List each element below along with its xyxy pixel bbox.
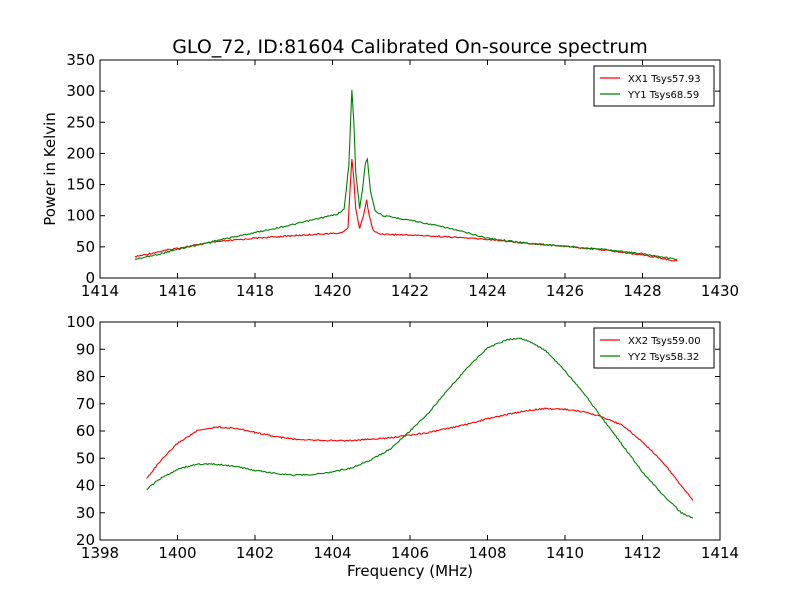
y-tick-label: 90 [76,340,95,358]
y-tick-label: 60 [76,422,95,440]
y-tick-label: 30 [76,504,95,522]
x-tick-label: 1416 [158,282,196,300]
x-tick-label: 1414 [81,282,119,300]
x-tick-label: 1430 [701,282,739,300]
legend-entry: XX1 Tsys57.93 [628,74,701,85]
x-tick-label: 1422 [391,282,429,300]
legend: XX2 Tsys59.00 YY2 Tsys58.32 [593,327,715,369]
y-tick-label: 300 [66,82,95,100]
x-tick-label: 1424 [468,282,506,300]
y-tick-label: 100 [66,313,95,331]
y-tick-label: 80 [76,368,95,386]
x-tick-label: 1426 [546,282,584,300]
legend-box [593,65,715,107]
bottom-spectrum-panel: 1398 1400 1402 1404 1406 1408 1410 1412 1414 20 30… [66,313,739,580]
x-tick-label: 1412 [623,544,661,562]
series-line-2 [146,337,694,519]
top-spectrum-panel: 1414 1416 1418 1420 1422 1424 1426 1428 1430 0 50 1… [41,51,739,300]
y-tick-label: 350 [66,51,95,69]
y-tick-label: 150 [66,176,95,194]
legend-entry: XX2 Tsys59.00 [628,336,701,347]
legend-box [593,327,715,369]
y-tick-label: 100 [66,207,95,225]
legend-entry: YY2 Tsys58.32 [627,352,699,363]
x-tick-label: 1418 [236,282,274,300]
x-axis-label: Frequency (MHz) [347,562,473,580]
y-tick-label: 50 [76,238,95,256]
y-tick-label: 50 [76,449,95,467]
x-tick-label: 1420 [313,282,351,300]
x-tick-label: 1428 [623,282,661,300]
x-tick-label: 1410 [546,544,584,562]
x-tick-label: 1398 [81,544,119,562]
y-tick-label: 250 [66,113,95,131]
y-tick-label: 40 [76,477,95,495]
x-tick-label: 1414 [701,544,739,562]
legend-entry: YY1 Tsys68.59 [627,90,699,101]
y-tick-label: 0 [85,269,95,287]
chart-title: GLO_72, ID:81604 Calibrated On-source sp… [172,36,648,58]
y-tick-label: 200 [66,144,95,162]
y-tick-label: 20 [76,531,95,549]
x-tick-label: 1408 [468,544,506,562]
y-tick-label: 70 [76,395,95,413]
legend: XX1 Tsys57.93 YY1 Tsys68.59 [593,65,715,107]
x-tick-label: 1406 [391,544,429,562]
x-tick-label: 1404 [313,544,351,562]
series-line-1 [146,407,694,501]
x-tick-label: 1400 [158,544,196,562]
series-line-1 [134,159,678,262]
x-tick-label: 1402 [236,544,274,562]
series-line-2 [134,89,678,261]
y-axis-label: Power in Kelvin [41,112,59,226]
